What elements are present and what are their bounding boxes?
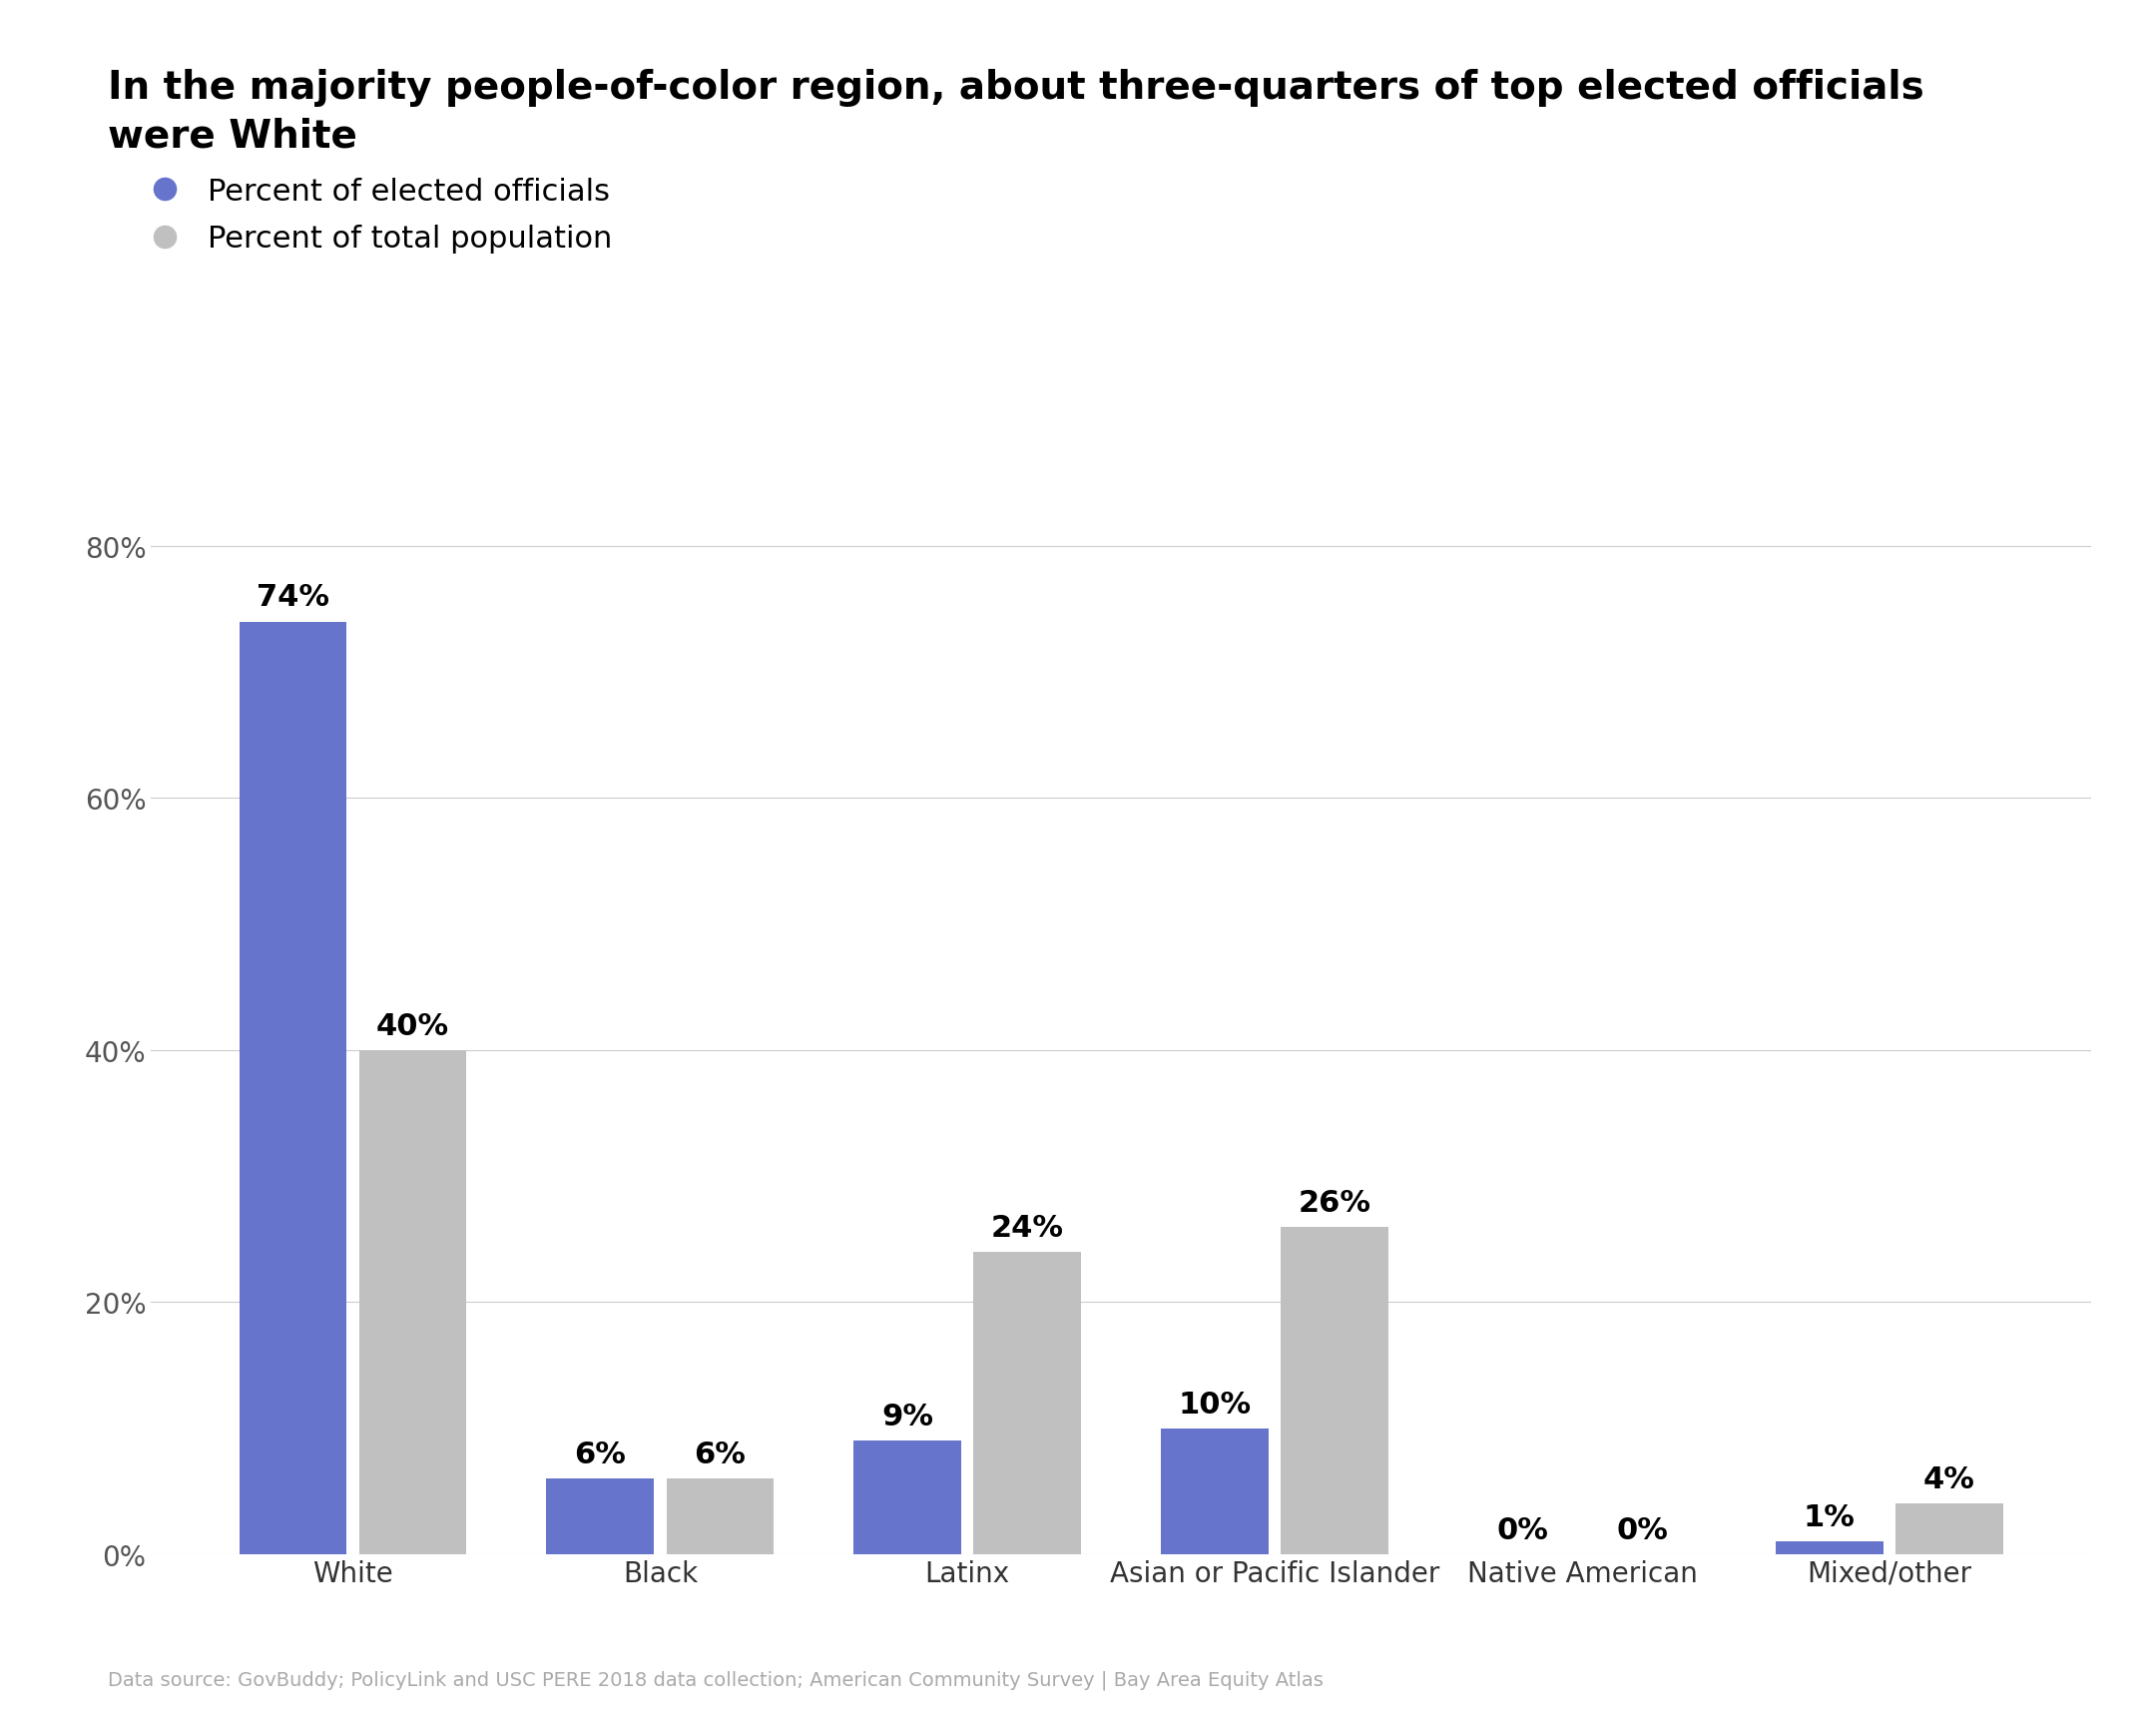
Text: Data source: GovBuddy; PolicyLink and USC PERE 2018 data collection; American Co: Data source: GovBuddy; PolicyLink and US… <box>108 1670 1324 1689</box>
Text: 6%: 6% <box>694 1440 746 1468</box>
Text: 26%: 26% <box>1298 1188 1371 1218</box>
Bar <box>358 1050 466 1554</box>
Bar <box>545 1478 653 1554</box>
Text: 24%: 24% <box>992 1212 1063 1242</box>
Text: 74%: 74% <box>257 584 330 611</box>
Legend: Percent of elected officials, Percent of total population: Percent of elected officials, Percent of… <box>147 178 612 254</box>
Bar <box>1162 1428 1268 1554</box>
Text: 10%: 10% <box>1179 1389 1250 1418</box>
Bar <box>854 1440 962 1554</box>
Text: 40%: 40% <box>377 1012 448 1040</box>
Bar <box>1895 1504 2003 1554</box>
Bar <box>1777 1542 1884 1554</box>
Text: 1%: 1% <box>1805 1502 1856 1532</box>
Text: 4%: 4% <box>1923 1464 1975 1494</box>
Text: 0%: 0% <box>1496 1515 1548 1544</box>
Bar <box>239 622 347 1554</box>
Bar <box>1281 1226 1388 1554</box>
Text: 9%: 9% <box>882 1402 934 1432</box>
Bar <box>975 1252 1080 1554</box>
Bar <box>666 1478 774 1554</box>
Text: 0%: 0% <box>1617 1515 1669 1544</box>
Text: 6%: 6% <box>573 1440 625 1468</box>
Text: In the majority people-of-color region, about three-quarters of top elected offi: In the majority people-of-color region, … <box>108 69 1923 155</box>
